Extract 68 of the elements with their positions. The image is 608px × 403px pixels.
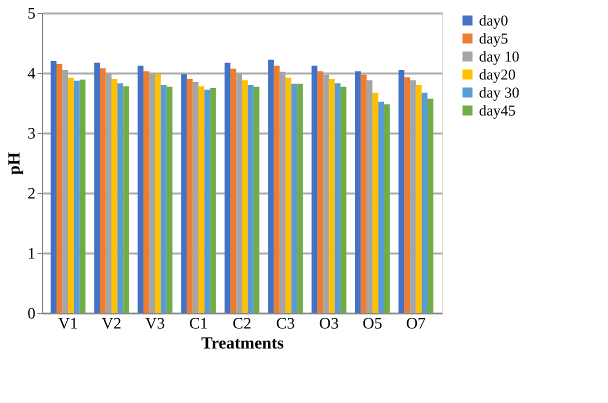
bar: [160, 85, 167, 313]
x-tick-label: C2: [232, 316, 252, 332]
legend-label: day20: [479, 68, 516, 84]
x-axis-title: Treatments: [201, 334, 284, 352]
legend-label: day0: [479, 14, 508, 30]
bar: [230, 68, 236, 313]
y-axis-title: pH: [4, 152, 24, 175]
bar: [398, 70, 404, 313]
y-tick-label: 1: [28, 246, 36, 262]
bar: [198, 86, 204, 313]
bar: [248, 85, 254, 313]
bar: [317, 71, 324, 313]
x-tick-label: C1: [189, 316, 208, 332]
y-tick-label: 4: [28, 66, 36, 82]
bar: [384, 104, 390, 313]
bar: [378, 102, 384, 313]
bar: [210, 88, 216, 313]
x-tick-label: V3: [145, 316, 165, 332]
bar: [355, 71, 361, 313]
bar: [285, 78, 292, 313]
bar: [74, 80, 80, 313]
bar: [328, 79, 335, 313]
bar: [254, 86, 260, 313]
x-tick-label: O5: [362, 316, 382, 332]
bar: [268, 60, 274, 313]
bar: [112, 79, 118, 313]
bar: [181, 74, 187, 313]
bar: [422, 92, 428, 313]
bar: [360, 74, 367, 313]
x-tick-label: O3: [319, 316, 339, 332]
bar: [404, 77, 410, 313]
bar: [166, 86, 172, 313]
bar: [56, 64, 62, 313]
y-tick-label: 3: [28, 126, 36, 142]
y-tick-label: 5: [28, 6, 36, 22]
x-tick-label: O7: [406, 316, 426, 332]
bar: [274, 66, 280, 313]
x-tick-label: C3: [276, 316, 295, 332]
bar: [291, 84, 298, 313]
x-tick-label: V2: [102, 316, 122, 332]
bar: [143, 71, 150, 313]
y-tick-label: 0: [28, 306, 36, 322]
bar: [242, 80, 248, 313]
bar: [204, 90, 210, 313]
legend-label: day 30: [479, 86, 520, 102]
bar: [224, 62, 230, 313]
bar: [80, 80, 86, 313]
x-tick-label: V1: [58, 316, 78, 332]
bar: [186, 79, 193, 313]
bar: [312, 66, 318, 313]
bar: [138, 66, 144, 313]
legend-label: day5: [479, 32, 508, 48]
bar: [68, 78, 74, 313]
bar: [94, 62, 100, 313]
legend-label: day 10: [479, 50, 520, 66]
bar: [155, 74, 161, 313]
legend-label: day45: [479, 104, 516, 120]
bar: [117, 83, 124, 313]
bar: [334, 83, 341, 313]
bar: [428, 98, 434, 313]
bar: [100, 68, 106, 313]
bar: [416, 85, 422, 313]
bar: [50, 61, 56, 313]
bar: [340, 86, 346, 313]
bar: [123, 86, 129, 313]
bar: [297, 84, 303, 313]
y-tick-label: 2: [28, 186, 36, 202]
bar: [372, 92, 378, 313]
